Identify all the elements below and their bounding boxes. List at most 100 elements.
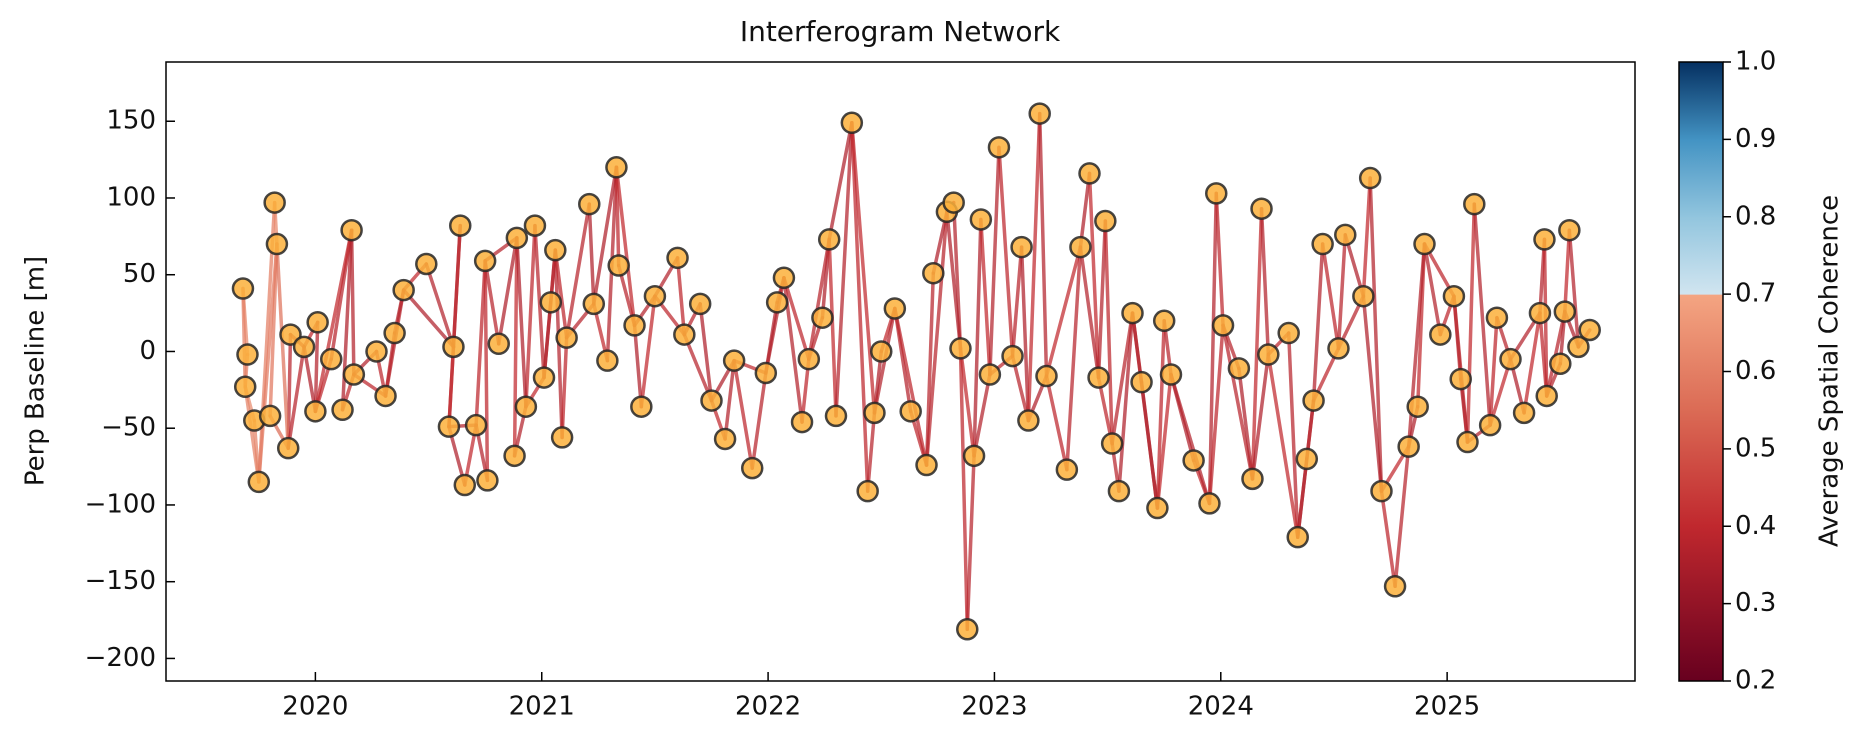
node xyxy=(870,340,893,363)
edge xyxy=(632,323,644,409)
node xyxy=(306,311,329,334)
node xyxy=(544,238,567,262)
node xyxy=(811,306,834,329)
node xyxy=(365,340,388,363)
edge xyxy=(639,294,657,409)
edge xyxy=(1221,323,1255,481)
edge xyxy=(958,346,976,458)
node xyxy=(1100,432,1124,455)
edge xyxy=(1361,176,1372,298)
y-tick-label: 100 xyxy=(106,182,156,212)
colorbar-tick-label: 0.6 xyxy=(1735,356,1776,386)
edge xyxy=(1044,245,1083,378)
edge xyxy=(834,121,854,418)
node xyxy=(487,332,510,356)
edge xyxy=(1286,331,1300,539)
node xyxy=(1010,235,1033,259)
edge xyxy=(1026,111,1042,423)
edge xyxy=(1250,352,1271,481)
edge xyxy=(1078,245,1101,380)
node xyxy=(1121,301,1144,325)
node xyxy=(722,349,746,372)
node xyxy=(765,291,789,314)
chart-title: Interferogram Network xyxy=(740,15,1061,48)
node xyxy=(476,469,499,492)
node xyxy=(374,384,397,408)
node xyxy=(1069,235,1092,259)
edge xyxy=(401,288,456,349)
edge xyxy=(850,121,870,493)
edge xyxy=(732,358,754,470)
node xyxy=(772,266,796,290)
y-tick-label: −150 xyxy=(85,566,156,596)
node xyxy=(437,415,461,438)
node xyxy=(1198,492,1221,515)
node xyxy=(1295,447,1319,471)
node xyxy=(962,444,986,468)
node xyxy=(856,479,879,503)
node xyxy=(514,395,538,418)
edge xyxy=(1065,245,1083,472)
edge xyxy=(827,121,854,242)
edge xyxy=(1207,323,1225,506)
node xyxy=(949,337,972,360)
edge xyxy=(682,332,714,403)
node xyxy=(1478,413,1502,437)
node xyxy=(1456,430,1479,454)
edge xyxy=(1037,111,1049,378)
edge xyxy=(424,262,456,349)
node xyxy=(922,261,945,285)
node xyxy=(319,347,343,371)
edge xyxy=(997,145,1015,358)
node xyxy=(790,410,814,434)
node xyxy=(605,156,628,179)
edge xyxy=(560,335,569,440)
edge xyxy=(979,217,992,377)
edge xyxy=(257,242,279,484)
node xyxy=(1442,284,1466,308)
node xyxy=(643,284,667,308)
node xyxy=(1334,223,1357,247)
node xyxy=(292,335,316,359)
node xyxy=(1035,364,1058,388)
edge xyxy=(483,259,490,483)
edge xyxy=(893,306,929,467)
edge xyxy=(1019,245,1031,423)
node xyxy=(1512,401,1536,425)
edge xyxy=(1472,202,1492,427)
node xyxy=(1107,479,1131,503)
node xyxy=(713,427,737,451)
node xyxy=(1553,300,1577,323)
node xyxy=(1413,232,1436,256)
node xyxy=(754,361,778,385)
node xyxy=(1302,389,1325,412)
node xyxy=(1286,525,1309,549)
edge xyxy=(1259,206,1271,357)
x-tick-label: 2024 xyxy=(1188,692,1254,722)
edge xyxy=(515,236,528,409)
node xyxy=(1499,347,1522,371)
edge xyxy=(1361,294,1384,493)
edge xyxy=(723,358,736,441)
edge xyxy=(349,228,356,377)
node xyxy=(1250,197,1273,220)
node xyxy=(247,470,271,494)
node xyxy=(392,278,415,302)
node xyxy=(1485,306,1509,329)
x-tick-label: 2021 xyxy=(509,692,575,722)
edge xyxy=(1465,202,1477,444)
edge xyxy=(614,165,637,328)
edge xyxy=(313,228,354,414)
colorbar-segment xyxy=(1679,216,1723,295)
edge xyxy=(675,256,687,337)
node xyxy=(1383,575,1407,598)
colorbar-segment xyxy=(1679,526,1723,682)
node xyxy=(1182,449,1205,472)
edge xyxy=(243,385,261,484)
node xyxy=(550,426,574,449)
node xyxy=(555,326,578,349)
node xyxy=(415,252,438,276)
y-tick-label: −200 xyxy=(85,643,156,673)
node xyxy=(1152,309,1176,333)
edge xyxy=(447,345,456,429)
